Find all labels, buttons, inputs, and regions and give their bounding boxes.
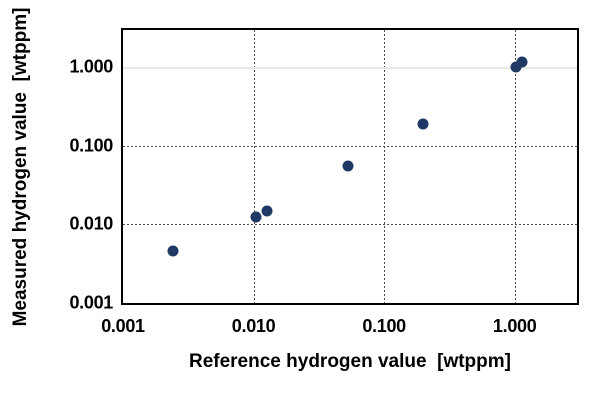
gridline-horizontal bbox=[123, 67, 577, 70]
x-tick-label: 0.010 bbox=[231, 316, 276, 336]
data-point bbox=[516, 56, 528, 68]
y-tick-label: 0.010 bbox=[69, 213, 113, 234]
y-tick-label: 1.000 bbox=[69, 56, 113, 77]
y-tick-label: 0.100 bbox=[69, 135, 113, 156]
data-point bbox=[417, 118, 429, 130]
gridline-vertical bbox=[384, 30, 386, 303]
data-point bbox=[510, 61, 522, 73]
x-tick-label: 0.100 bbox=[362, 316, 406, 336]
gridline-horizontal bbox=[123, 224, 577, 226]
gridline-vertical bbox=[514, 30, 516, 303]
gridline-horizontal bbox=[123, 145, 577, 147]
data-point bbox=[167, 245, 179, 257]
gridline-vertical bbox=[253, 30, 255, 303]
data-point bbox=[250, 211, 262, 223]
data-point bbox=[342, 160, 354, 172]
x-axis-title: Reference hydrogen value [wtppm] bbox=[188, 351, 511, 372]
data-point bbox=[261, 205, 273, 217]
x-tick-label: 0.001 bbox=[101, 316, 145, 336]
y-axis-title: Measured hydrogen value [wtppm] bbox=[10, 7, 31, 327]
y-tick-label: 0.001 bbox=[69, 292, 113, 313]
x-tick-label: 1.000 bbox=[492, 316, 537, 336]
plot-area: 0.001 0.010 0.100 1.000 0.001 0.010 0.100 1.000 bbox=[69, 28, 579, 336]
